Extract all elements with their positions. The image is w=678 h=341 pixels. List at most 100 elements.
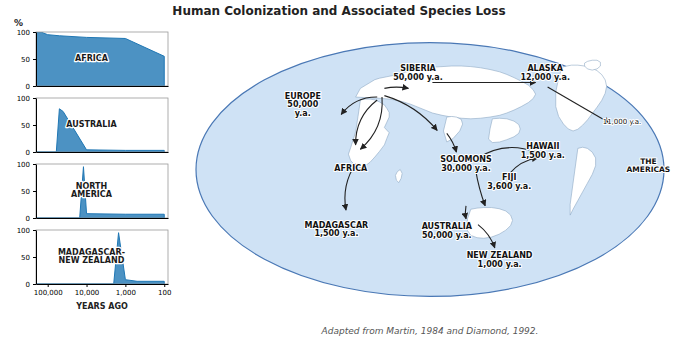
y-axis: 050100 (17, 29, 37, 91)
y-axis-line (36, 99, 37, 153)
x-tick-mark (48, 284, 49, 287)
text-line: AFRICA (334, 164, 368, 173)
panel: 0 50 100 AUSTRALIA (17, 95, 169, 157)
text-line: MADAGASCAR- (58, 247, 125, 256)
y-tick: 50 (21, 122, 36, 130)
y-tick-mark (33, 59, 36, 60)
text-line: AFRICA (75, 53, 109, 62)
migration-arrow (447, 133, 457, 152)
continent (443, 116, 462, 142)
y-tick-label: 0 (26, 281, 30, 289)
x-tick-mark (164, 284, 165, 287)
y-tick-label: 100 (17, 161, 30, 169)
location-label: SOLOMONS30,000 y.a. (440, 155, 492, 173)
plot-background (36, 32, 168, 86)
panel: 0 50 100 NORTHAMERICA (17, 161, 169, 223)
y-tick: 0 (26, 215, 36, 223)
y-tick: 100 (17, 227, 36, 235)
y-tick-label: 100 (17, 95, 30, 103)
x-tick-mark (87, 284, 88, 287)
y-axis-line (36, 165, 37, 219)
location-label: AFRICA (334, 164, 368, 173)
location-label: EUROPE50,000y.a. (285, 91, 321, 118)
continent (585, 60, 601, 70)
x-tick-label: 10,000 (75, 289, 100, 297)
x-axis (37, 218, 169, 219)
region-label: NORTHAMERICA (71, 181, 113, 199)
migration-arrow (356, 100, 378, 145)
plot-frame (36, 230, 168, 284)
continent (489, 118, 521, 142)
location-label: NEW ZEALAND1,000 y.a. (467, 251, 533, 269)
migration-arrow (360, 97, 382, 149)
plot-frame (36, 32, 168, 86)
text-line: 1,000 y.a. (478, 259, 522, 268)
x-axis-line (37, 284, 169, 285)
y-axis: 0 50 100 (17, 161, 37, 223)
x-tick-label: 100 (158, 289, 171, 297)
y-tick-mark (33, 32, 36, 33)
plot-area (36, 32, 164, 86)
text-line: AMERICA (71, 190, 113, 199)
x-tick-label: 1,000 (116, 289, 136, 297)
y-axis: 0 50 100 (17, 95, 37, 157)
panel: 0 50 100 100,000 10,000 1,000 100 MADAGASCAR-NE… (17, 227, 172, 311)
x-axis (37, 152, 169, 153)
location-label: THEAMERICAS (627, 157, 671, 174)
location-label: FIJI3,600 y.a. (487, 172, 531, 190)
x-tick: 10,000 (75, 284, 100, 297)
text-line: NEW ZEALAND (59, 256, 125, 265)
x-tick: 1,000 (116, 284, 136, 297)
x-axis-line (37, 218, 169, 219)
ocean (196, 43, 664, 297)
y-tick: 100 (17, 95, 36, 103)
y-tick-label: 50 (21, 122, 30, 130)
y-tick: 50 (21, 56, 36, 64)
y-tick: 0 (26, 149, 36, 157)
figure: Human Colonization and Associated Specie… (0, 0, 678, 341)
y-tick-mark (33, 284, 36, 285)
y-axis-line (36, 231, 37, 285)
x-tick-label: 100,000 (34, 289, 63, 297)
y-tick-label: 100 (17, 29, 30, 37)
plot-frame (36, 164, 168, 218)
text-line: 50,000 (287, 100, 318, 109)
y-tick-mark (33, 86, 36, 87)
area (36, 32, 164, 86)
plot-background (36, 230, 168, 284)
text-line: 12,000 y.a. (520, 72, 570, 81)
y-tick-mark (33, 152, 36, 153)
continent (348, 99, 389, 167)
y-axis-title: % (14, 18, 23, 28)
migration-arrow (432, 82, 535, 83)
x-axis: 100,000 10,000 1,000 100 (34, 284, 172, 297)
y-tick: 50 (21, 188, 36, 196)
text-line: 30,000 y.a. (441, 164, 491, 173)
plot-background (36, 98, 168, 152)
x-tick: 100 (158, 284, 171, 297)
text-line: HAWAII (526, 142, 559, 151)
migration-arrow (384, 87, 408, 88)
text-line: ALASKA (527, 64, 563, 73)
migration-arrow (548, 87, 610, 123)
continent (467, 208, 512, 239)
location-label: HAWAII1,500 y.a. (521, 142, 565, 160)
location-label: SIBERIA50,000 y.a. (393, 64, 443, 82)
continent (570, 147, 595, 215)
text-line: EUROPE (285, 91, 321, 100)
region-label: AUSTRALIA (66, 119, 117, 128)
continent (395, 170, 402, 183)
source-note: Adapted from Martin, 1984 and Diamond, 1… (321, 326, 539, 336)
text-line: AUSTRALIA (66, 119, 117, 128)
x-tick: 100,000 (34, 284, 63, 297)
text-line: 50,000 y.a. (393, 72, 443, 81)
plot-area (36, 109, 164, 152)
migration-arrow (465, 206, 467, 219)
y-tick-mark (33, 164, 36, 165)
y-axis: 0 50 100 (17, 227, 37, 289)
y-tick-label: 50 (21, 254, 30, 262)
y-tick: 0 (26, 281, 36, 289)
location-label: ALASKA12,000 y.a. (520, 64, 570, 82)
text-line: 11,000 y.a. (603, 118, 642, 126)
x-axis-line (37, 86, 169, 87)
